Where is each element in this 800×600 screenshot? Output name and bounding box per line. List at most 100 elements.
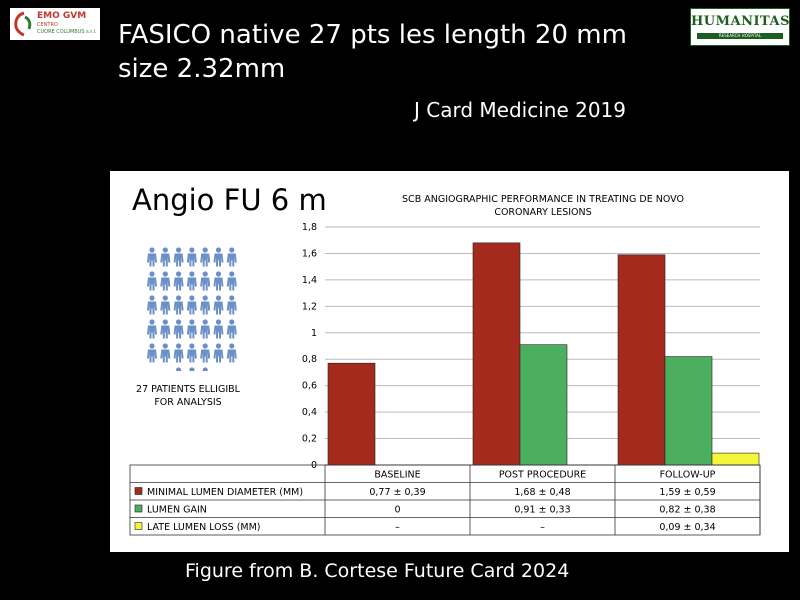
person-body xyxy=(160,277,171,291)
person-head xyxy=(189,343,195,349)
person-head xyxy=(202,247,208,253)
person-head xyxy=(229,271,235,277)
person-head xyxy=(215,271,222,277)
person-head xyxy=(149,247,155,253)
person-body xyxy=(200,253,211,267)
person-icon xyxy=(147,343,157,363)
person-head xyxy=(176,343,182,349)
person-icon xyxy=(173,295,184,315)
person-head xyxy=(149,271,155,277)
person-head xyxy=(162,319,168,325)
table-value: 0,09 ± 0,34 xyxy=(659,522,715,533)
person-icon xyxy=(173,271,184,291)
person-head xyxy=(202,271,208,277)
table-value: – xyxy=(395,522,400,533)
person-icon xyxy=(226,343,237,363)
person-body xyxy=(147,253,157,267)
category-label: POST PROCEDURE xyxy=(499,470,586,481)
logo-left-line2: CENTRO xyxy=(37,22,58,28)
person-body xyxy=(147,301,157,315)
person-icon xyxy=(213,343,224,363)
bar-1-1 xyxy=(519,344,568,466)
person-body xyxy=(186,325,197,339)
table-value: – xyxy=(540,522,545,533)
person-head xyxy=(229,247,235,253)
person-body xyxy=(200,325,211,339)
person-body xyxy=(160,301,171,315)
person-body xyxy=(186,253,197,267)
emo-gvm-logo: EMO GVM CENTRO CUORE COLUMBUS s.r.l. xyxy=(10,8,100,40)
person-head xyxy=(176,271,182,277)
y-tick-label: 0 xyxy=(311,460,317,471)
person-head xyxy=(202,319,208,325)
person-head xyxy=(215,319,222,325)
bar-0-0 xyxy=(327,362,376,466)
person-head xyxy=(162,295,168,301)
person-icon xyxy=(186,295,197,315)
person-icon xyxy=(226,271,237,291)
bar-0-2 xyxy=(617,254,666,466)
person-icon xyxy=(226,319,237,339)
legend-label: LATE LUMEN LOSS (MM) xyxy=(147,522,261,533)
person-icon xyxy=(200,319,211,339)
person-icon xyxy=(176,367,182,371)
person-body xyxy=(147,325,157,339)
person-icon xyxy=(173,319,184,339)
person-body xyxy=(213,277,224,291)
person-body xyxy=(200,301,211,315)
person-head xyxy=(202,367,208,371)
person-icon xyxy=(186,247,197,267)
person-head xyxy=(189,367,195,371)
person-icon xyxy=(186,271,197,291)
person-body xyxy=(213,325,224,339)
humanitas-name: HUMANITAS xyxy=(691,14,790,29)
person-body xyxy=(147,349,157,363)
figure-caption: Figure from B. Cortese Future Card 2024 xyxy=(185,560,570,582)
person-icon xyxy=(213,271,224,291)
patients-label: 27 PATIENTS ELLIGIBL FOR ANALYSIS xyxy=(122,383,254,409)
person-head xyxy=(189,247,195,253)
person-head xyxy=(189,271,195,277)
table-value: 0 xyxy=(394,505,400,516)
person-icon xyxy=(213,247,224,267)
humanitas-tagline: RESEARCH HOSPITAL xyxy=(697,33,783,39)
person-body xyxy=(200,277,211,291)
legend-swatch xyxy=(134,504,143,513)
legend-label: LUMEN GAIN xyxy=(147,505,207,516)
person-icon xyxy=(200,343,211,363)
person-head xyxy=(215,247,222,253)
person-body xyxy=(213,253,224,267)
person-body xyxy=(173,349,184,363)
y-tick-label: 0,8 xyxy=(302,354,317,365)
person-icon xyxy=(160,295,171,315)
legend-swatch xyxy=(134,487,143,495)
category-label: BASELINE xyxy=(374,470,420,481)
person-head xyxy=(176,319,182,325)
person-head xyxy=(162,343,168,349)
person-body xyxy=(160,349,171,363)
person-body xyxy=(173,301,184,315)
person-icon xyxy=(147,319,157,339)
patients-line-2: FOR ANALYSIS xyxy=(154,397,222,408)
table-value: 0,82 ± 0,38 xyxy=(659,505,715,516)
person-icon xyxy=(186,343,197,363)
logo-left-line1: EMO GVM xyxy=(37,11,87,21)
person-body xyxy=(226,253,237,267)
person-body xyxy=(226,277,237,291)
person-body xyxy=(200,349,211,363)
person-head xyxy=(202,295,208,301)
person-icon xyxy=(160,247,171,267)
person-icon xyxy=(173,343,184,363)
patients-pictogram-icon xyxy=(147,247,237,371)
chart-title-line-2: CORONARY LESIONS xyxy=(494,207,592,218)
table-value: 0,91 ± 0,33 xyxy=(514,505,570,516)
person-icon xyxy=(226,295,237,315)
bar-1-2 xyxy=(664,356,713,466)
person-body xyxy=(213,301,224,315)
person-body xyxy=(173,277,184,291)
y-tick-label: 1,6 xyxy=(302,248,317,259)
chart-title: SCB ANGIOGRAPHIC PERFORMANCE IN TREATING… xyxy=(368,193,718,219)
person-head xyxy=(215,295,222,301)
person-body xyxy=(226,325,237,339)
legend-swatch xyxy=(134,522,143,530)
